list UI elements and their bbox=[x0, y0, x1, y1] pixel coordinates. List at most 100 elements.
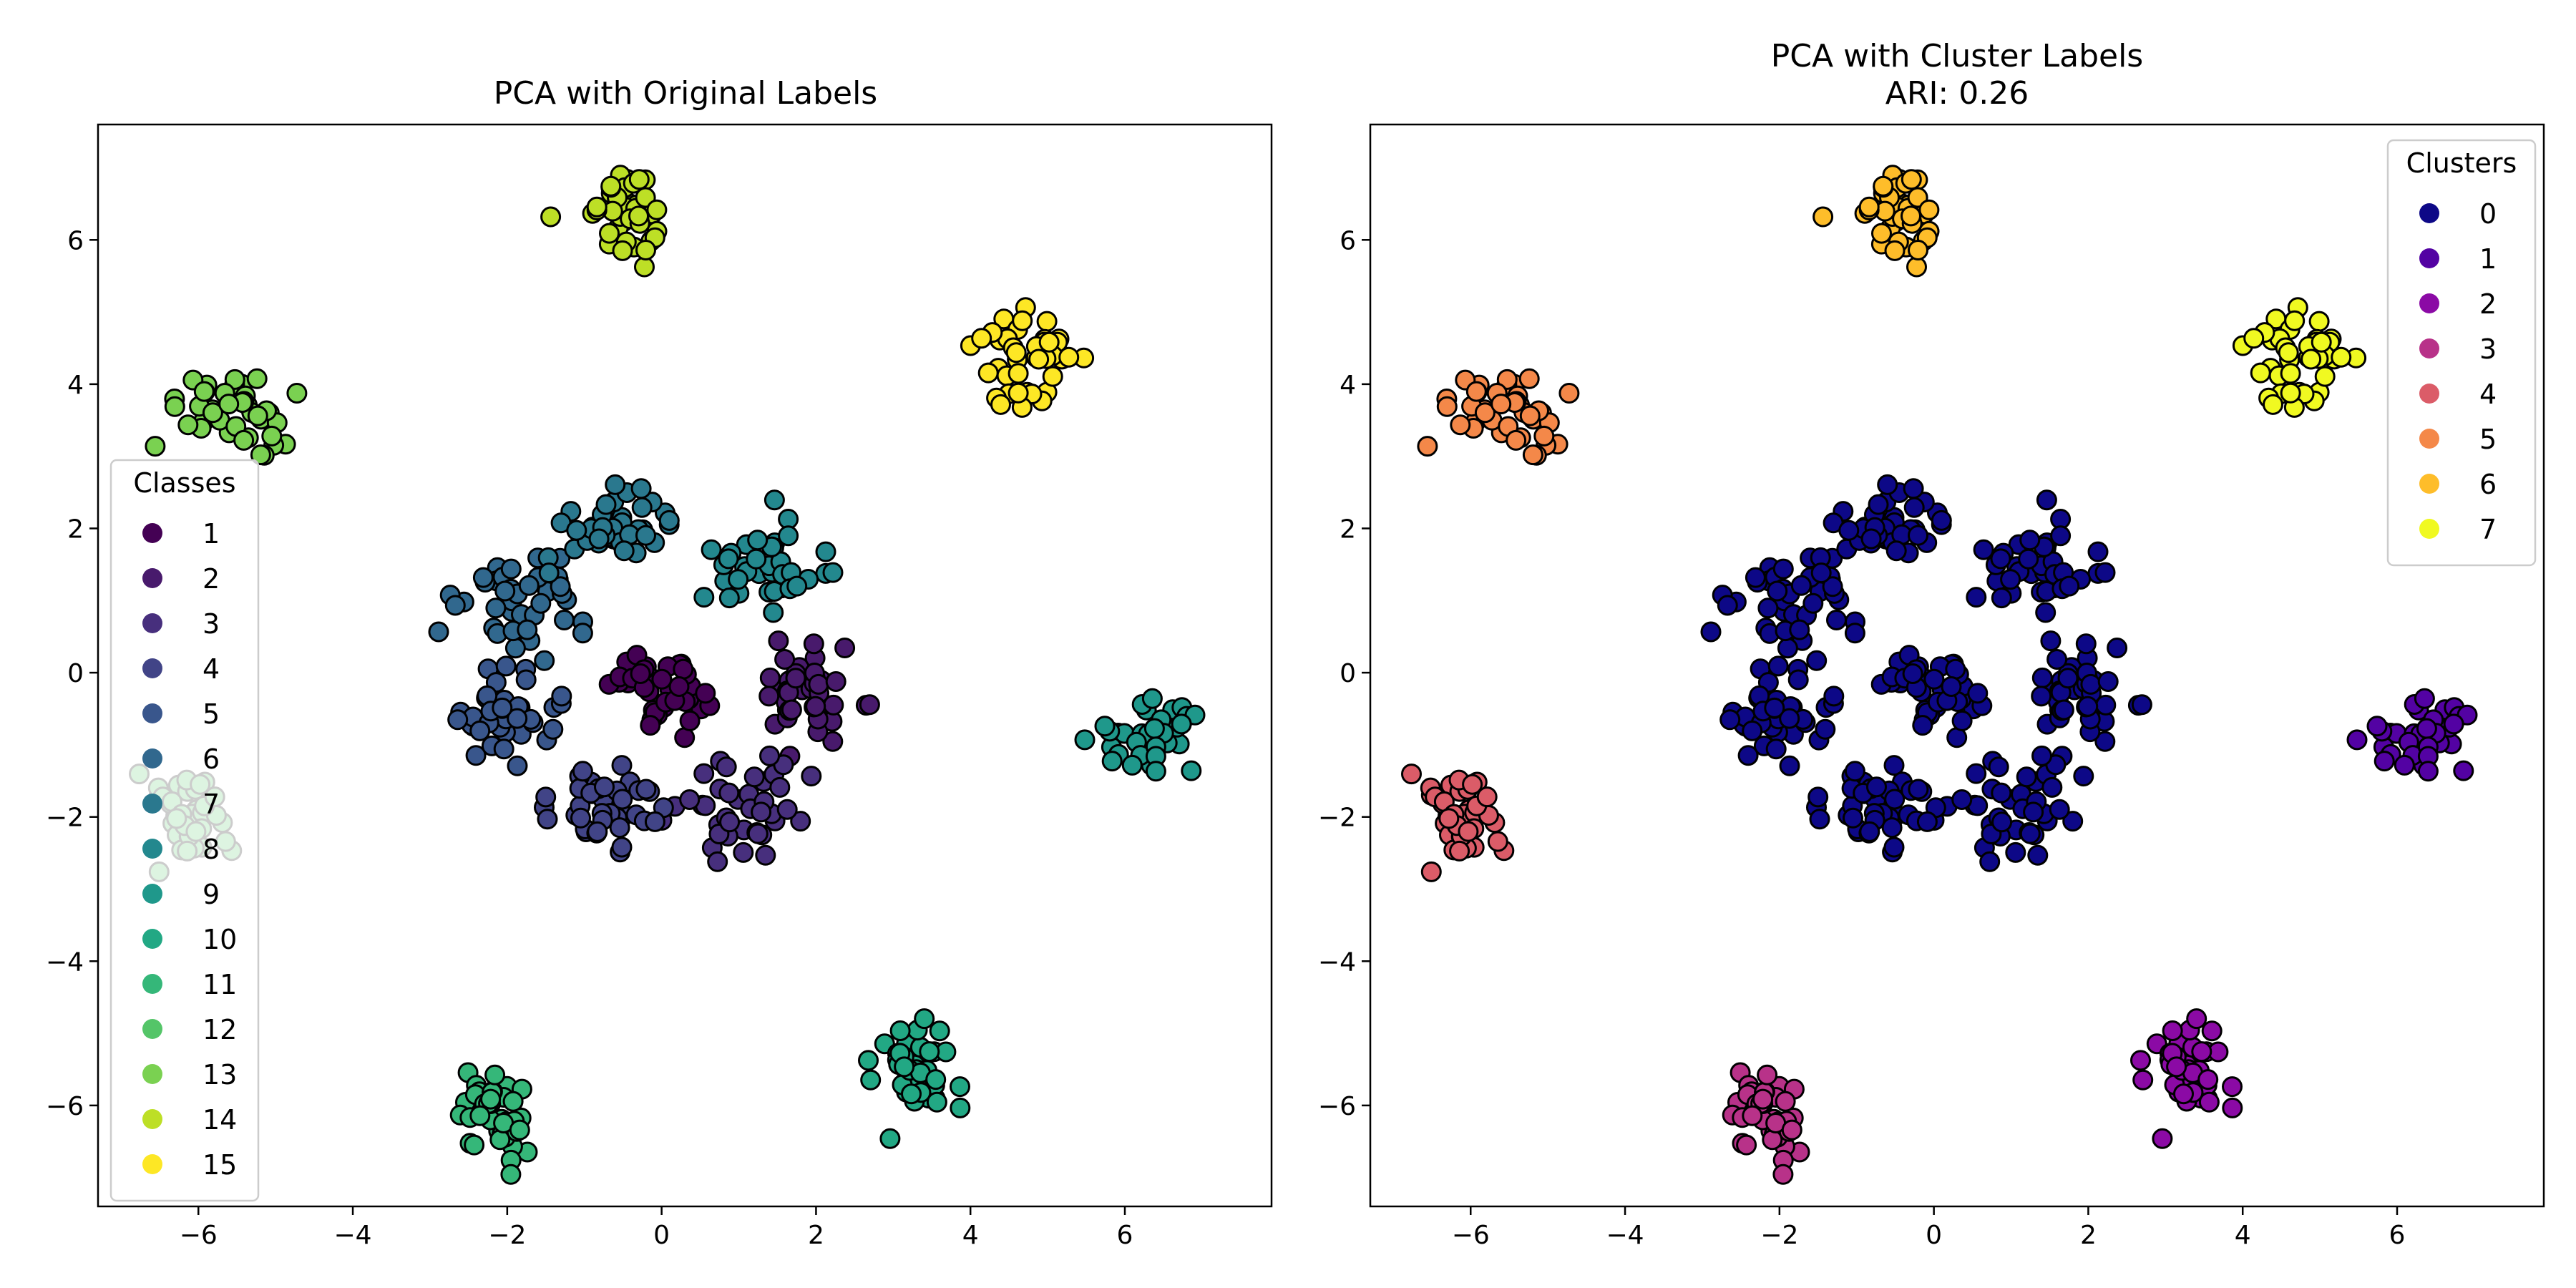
scatter-point-11 bbox=[464, 1134, 485, 1156]
scatter-point-0 bbox=[1806, 650, 1828, 671]
legend-label-1: 1 bbox=[2479, 243, 2497, 275]
scatter-point-4 bbox=[644, 811, 665, 832]
scatter-point-0 bbox=[1772, 558, 1794, 580]
x-tick-label: 6 bbox=[1117, 1221, 1133, 1250]
scatter-point-8 bbox=[815, 541, 836, 562]
scatter-point-2 bbox=[2166, 1056, 2187, 1078]
scatter-point-7 bbox=[2250, 362, 2271, 384]
legend-marker-9 bbox=[142, 884, 162, 904]
scatter-point-0 bbox=[2107, 638, 2128, 658]
scatter-point-8 bbox=[718, 548, 739, 570]
scatter-point-13 bbox=[246, 368, 268, 389]
scatter-point-0 bbox=[2016, 766, 2037, 788]
scatter-point-3 bbox=[751, 801, 772, 823]
scatter-point-11 bbox=[502, 1091, 524, 1112]
scatter-point-1 bbox=[2366, 716, 2388, 737]
scatter-point-1 bbox=[2394, 754, 2415, 776]
legend-label-2: 2 bbox=[203, 563, 220, 595]
scatter-point-7 bbox=[631, 497, 653, 518]
scatter-point-1 bbox=[651, 668, 673, 690]
scatter-point-5 bbox=[551, 686, 572, 707]
scatter-point-0 bbox=[1802, 592, 1824, 614]
scatter-point-14 bbox=[586, 196, 608, 218]
legend-clusters: Clusters 0 1 2 3 4 5 6 7 bbox=[2386, 139, 2537, 567]
legend-label-6: 6 bbox=[2479, 469, 2497, 500]
y-tick-label: 2 bbox=[67, 514, 84, 544]
scatter-point-0 bbox=[1966, 587, 1987, 608]
scatter-point-0 bbox=[2059, 575, 2080, 597]
legend-label-4: 4 bbox=[2479, 379, 2497, 410]
scatter-point-0 bbox=[2031, 686, 2052, 707]
scatter-point-14 bbox=[628, 205, 649, 227]
scatter-point-0 bbox=[1966, 763, 1987, 784]
scatter-point-0 bbox=[1912, 715, 1933, 736]
x-tick-label: −2 bbox=[488, 1221, 526, 1250]
scatter-point-3 bbox=[1762, 1129, 1783, 1151]
scatter-point-11 bbox=[489, 1129, 511, 1151]
scatter-point-1 bbox=[679, 710, 701, 731]
scatter-point-3 bbox=[776, 799, 798, 820]
scatter-point-7 bbox=[630, 478, 652, 499]
scatter-point-5 bbox=[465, 745, 487, 766]
scatter-point-3 bbox=[707, 851, 728, 872]
scatter-point-9 bbox=[1145, 761, 1166, 782]
scatter-point-0 bbox=[1826, 610, 1847, 630]
scatter-point-0 bbox=[1767, 655, 1789, 677]
scatter-point-0 bbox=[2019, 823, 2041, 844]
scatter-point-6 bbox=[517, 619, 538, 640]
scatter-point-0 bbox=[1991, 782, 2012, 804]
scatter-point-1 bbox=[2417, 761, 2439, 782]
scatter-point-0 bbox=[1973, 539, 1994, 560]
scatter-point-0 bbox=[1931, 509, 1952, 531]
plot-frame-cluster bbox=[1369, 123, 2545, 1208]
scatter-point-3 bbox=[1757, 1064, 1778, 1085]
scatter-point-0 bbox=[1883, 755, 1905, 776]
scatter-point-10 bbox=[901, 1083, 922, 1105]
scatter-point-0 bbox=[2036, 489, 2057, 511]
scatter-point-15 bbox=[1036, 311, 1058, 332]
scatter-point-2 bbox=[2222, 1097, 2243, 1118]
scatter-point-5 bbox=[542, 718, 564, 740]
scatter-point-13 bbox=[145, 436, 166, 457]
scatter-point-5 bbox=[1436, 396, 1458, 417]
scatter-point-1 bbox=[2346, 729, 2368, 751]
scatter-point-0 bbox=[2097, 671, 2119, 692]
scatter-point-10 bbox=[889, 1020, 911, 1041]
scatter-point-7 bbox=[2284, 310, 2306, 331]
scatter-point-7 bbox=[595, 494, 617, 515]
scatter-point-15 bbox=[1058, 346, 1080, 368]
scatter-point-4 bbox=[1438, 808, 1460, 829]
scatter-point-0 bbox=[1807, 786, 1829, 808]
scatter-point-6 bbox=[1908, 240, 1928, 260]
scatter-point-3 bbox=[801, 766, 822, 787]
y-tick-label: 4 bbox=[67, 371, 84, 400]
x-tick-label: 4 bbox=[962, 1221, 979, 1250]
scatter-point-2 bbox=[785, 668, 806, 689]
scatter-point-0 bbox=[1815, 718, 1836, 740]
scatter-point-0 bbox=[1742, 720, 1763, 741]
scatter-point-0 bbox=[1885, 540, 1907, 562]
scatter-point-6 bbox=[518, 575, 540, 596]
scatter-point-13 bbox=[261, 425, 283, 447]
legend-label-7: 7 bbox=[2479, 514, 2497, 545]
legend-label-3: 3 bbox=[2479, 333, 2497, 365]
scatter-point-11 bbox=[484, 1064, 506, 1085]
scatter-point-0 bbox=[2019, 530, 2041, 551]
scatter-point-8 bbox=[822, 562, 844, 583]
scatter-point-0 bbox=[1988, 756, 2009, 778]
scatter-point-9 bbox=[1181, 760, 1202, 781]
scatter-point-8 bbox=[763, 602, 784, 623]
scatter-point-0 bbox=[2050, 525, 2072, 547]
legend-frame bbox=[109, 459, 260, 1202]
x-tick-label: 6 bbox=[2389, 1221, 2406, 1250]
scatter-point-0 bbox=[2062, 811, 2084, 832]
legend-label-7: 7 bbox=[203, 789, 220, 820]
legend-marker-10 bbox=[142, 929, 162, 949]
scatter-point-0 bbox=[1700, 621, 1722, 643]
scatter-point-2 bbox=[2132, 1069, 2154, 1091]
legend-label-4: 4 bbox=[203, 653, 220, 685]
legend-label-1: 1 bbox=[203, 518, 220, 550]
scatter-point-10 bbox=[914, 1008, 935, 1030]
legend-marker-1 bbox=[2419, 248, 2439, 268]
